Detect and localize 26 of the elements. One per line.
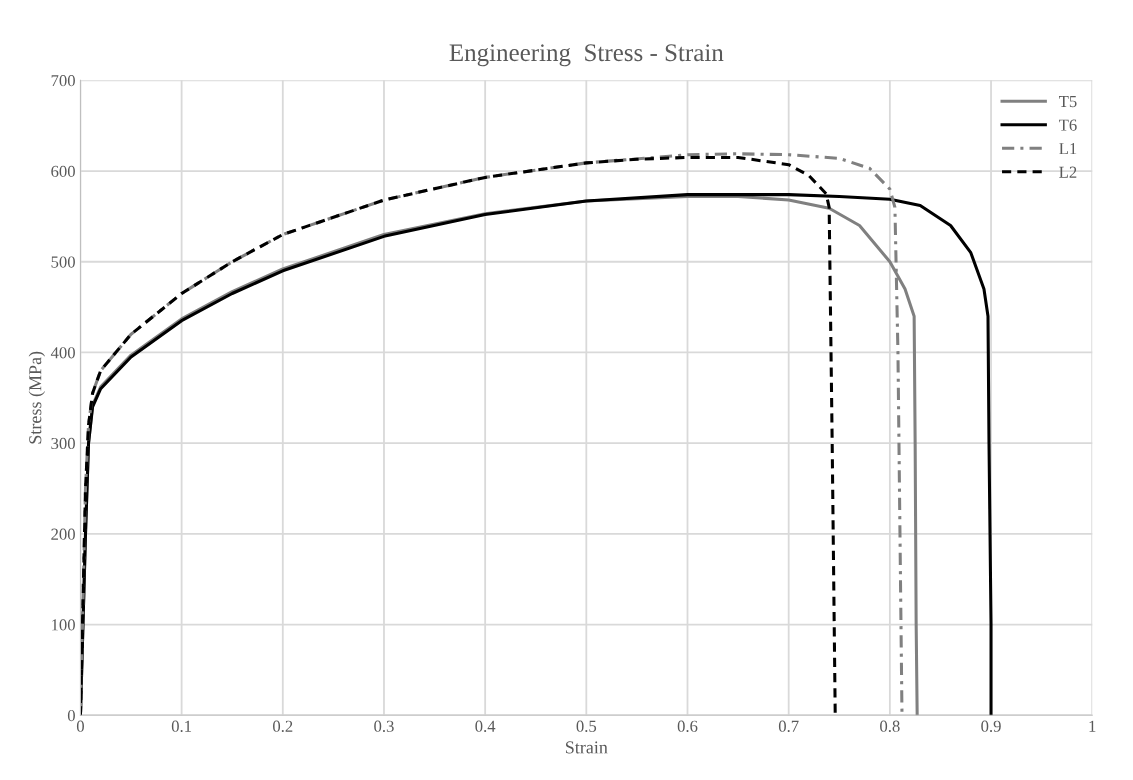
y-tick-label: 200	[51, 528, 75, 540]
y-tick-label: 500	[51, 256, 75, 268]
x-tick-label: 0.9	[981, 720, 1001, 732]
y-tick-label: 100	[52, 619, 75, 631]
x-tick-label: 0.4	[475, 720, 496, 732]
x-tick-label: 0.5	[576, 720, 597, 732]
y-axis-title: Stress (MPa)	[28, 351, 46, 444]
x-tick-label: 0.2	[273, 720, 293, 732]
x-tick-label: 0.7	[778, 720, 799, 732]
legend-label: T6	[1059, 119, 1077, 131]
legend-label: L1	[1059, 143, 1077, 155]
x-tick-label: 0	[76, 720, 84, 732]
y-tick-label: 600	[51, 165, 75, 177]
x-tick-label: 0.3	[374, 720, 394, 732]
x-tick-label: 1	[1089, 720, 1096, 732]
chart-title: Engineering Stress - Strain	[449, 44, 724, 67]
y-tick-label: 300	[51, 437, 75, 450]
x-axis-title: Strain	[565, 741, 608, 754]
y-tick-label: 0	[67, 709, 75, 722]
x-tick-label: 0.8	[880, 720, 900, 732]
legend-label: T5	[1059, 96, 1077, 108]
legend-label: L2	[1059, 166, 1077, 178]
y-tick-label: 700	[51, 75, 75, 87]
x-tick-label: 0.1	[171, 720, 192, 732]
x-tick-label: 0.6	[677, 720, 698, 732]
y-tick-label: 400	[50, 347, 75, 359]
